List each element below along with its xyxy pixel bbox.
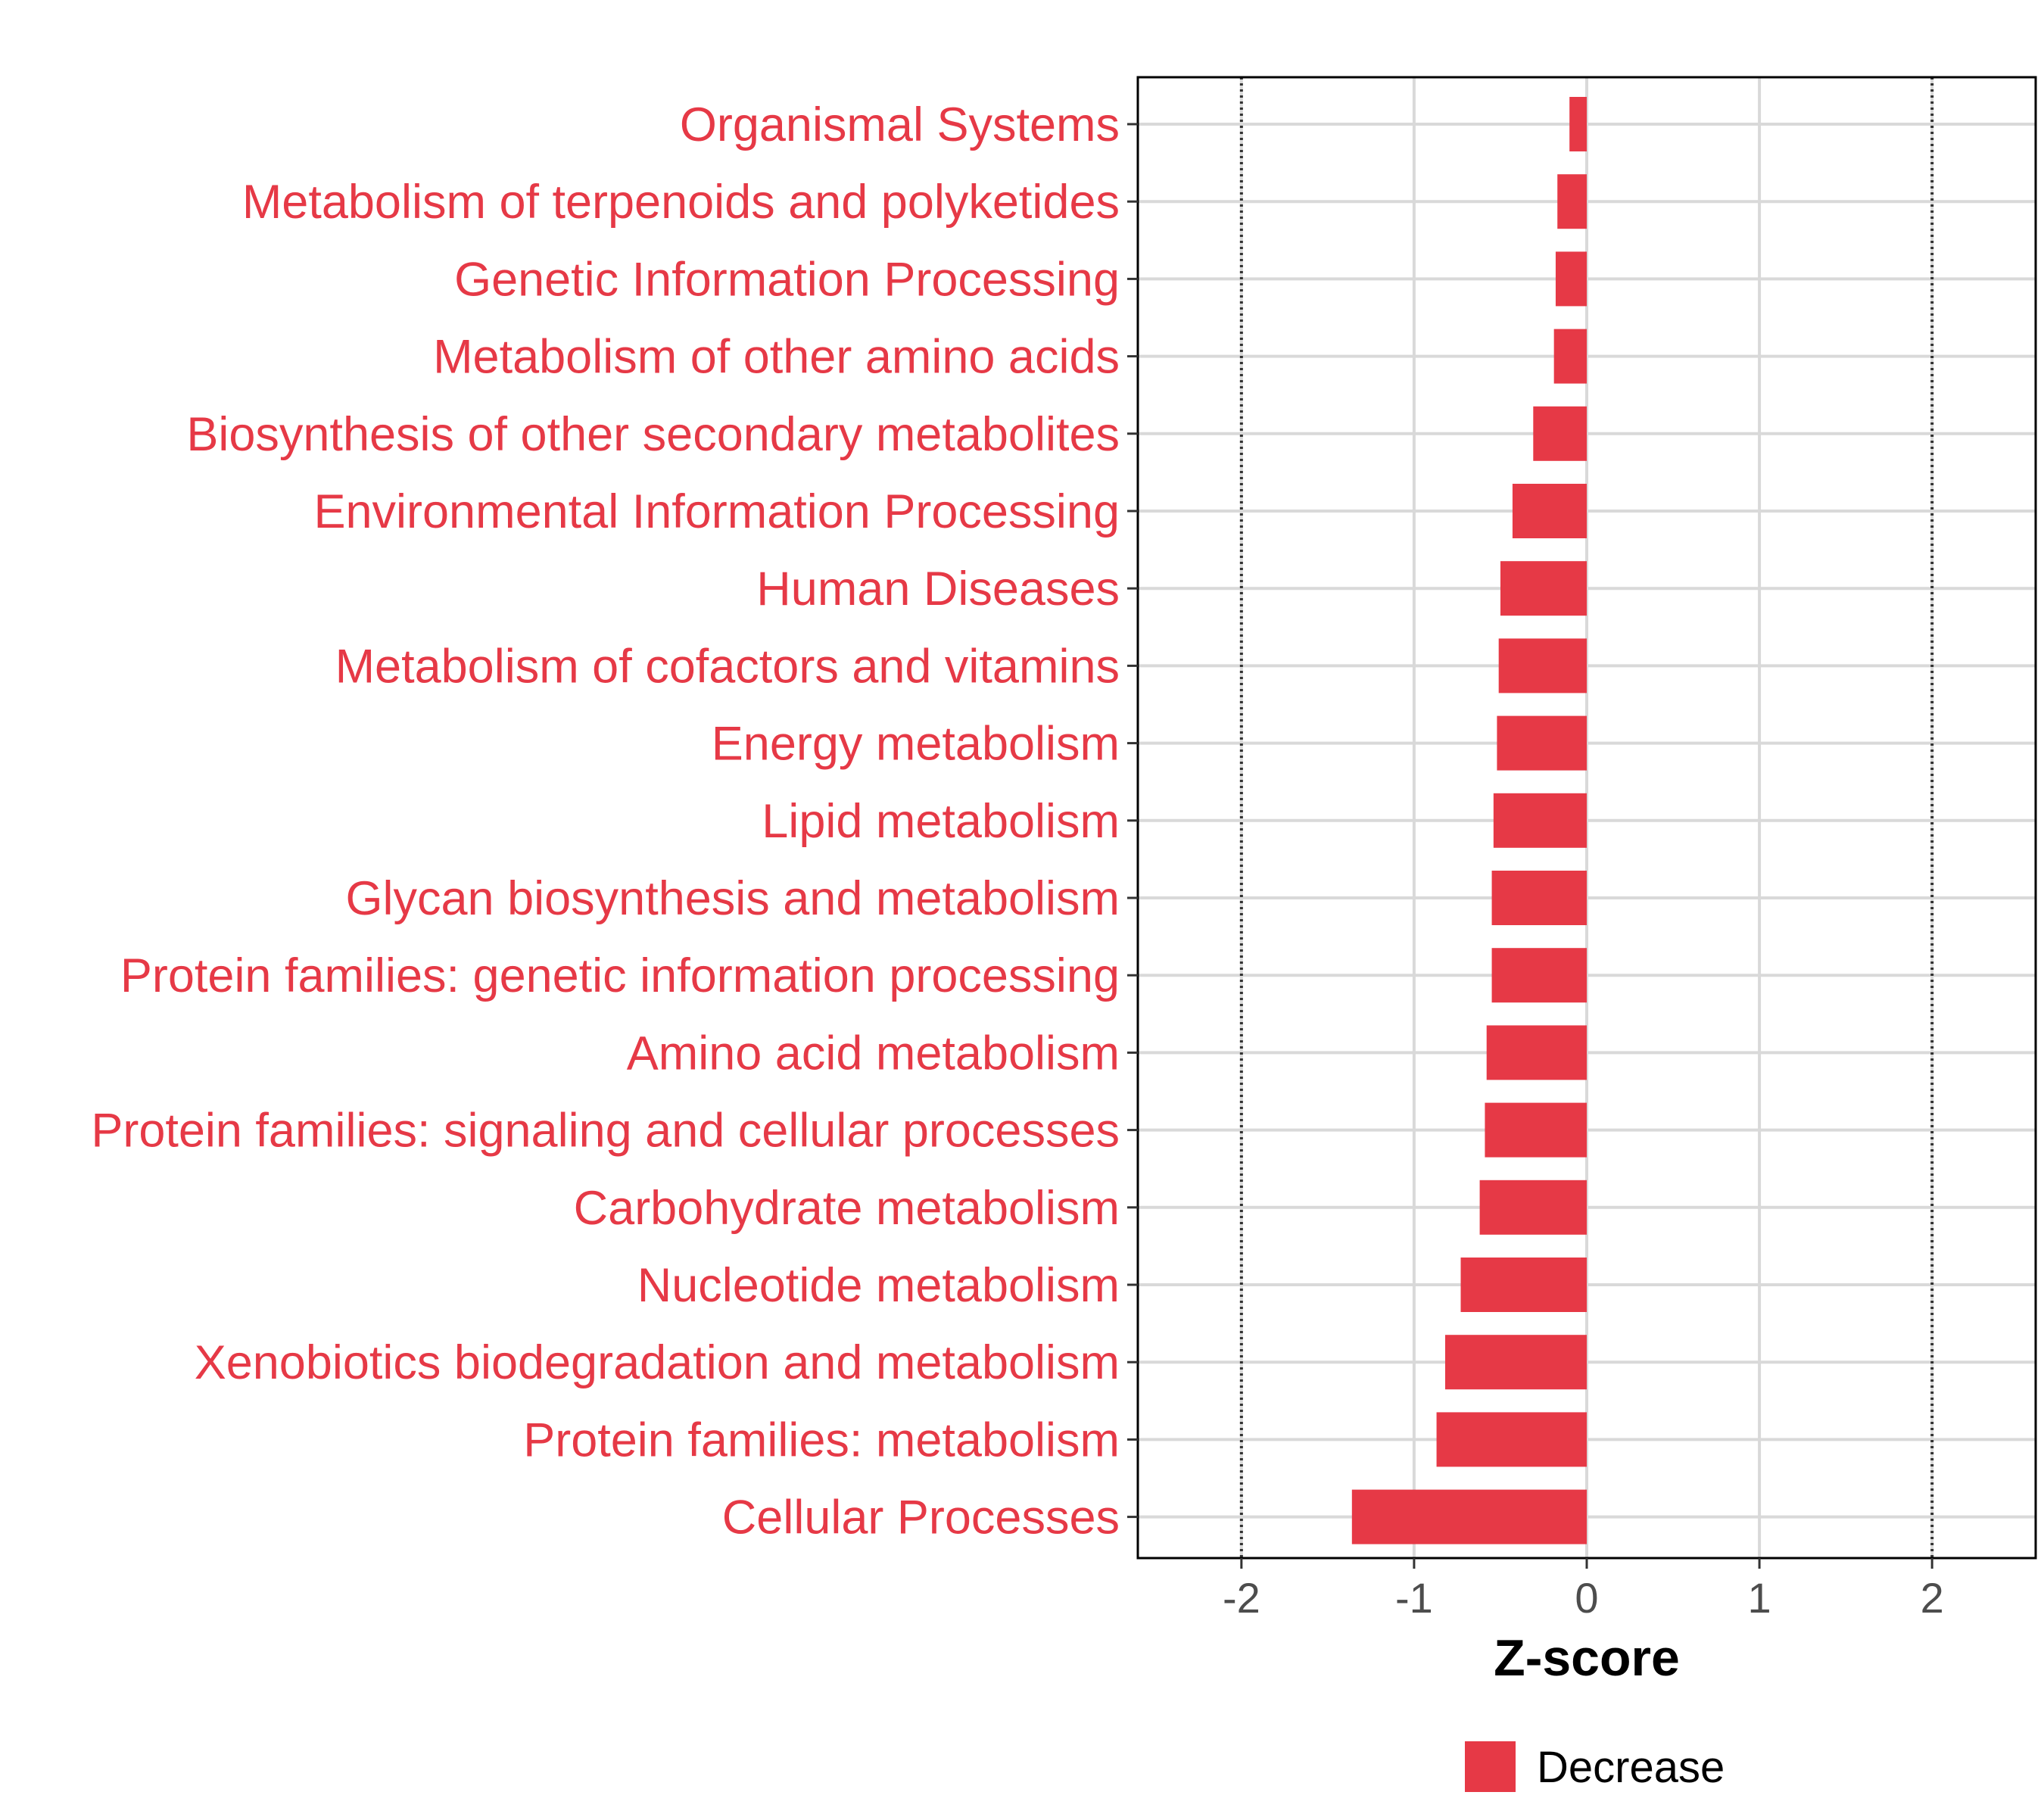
category-label-10: Glycan biosynthesis and metabolism — [346, 872, 1120, 925]
legend-label-decrease: Decrease — [1537, 1743, 1725, 1792]
x-tick-label-4: 2 — [1921, 1574, 1944, 1622]
category-label-7: Metabolism of cofactors and vitamins — [335, 640, 1120, 693]
category-label-3: Metabolism of other amino acids — [433, 331, 1120, 384]
bar-3 — [1553, 329, 1587, 384]
x-axis-ticks: -2 -1 0 1 2 — [1223, 1558, 1944, 1622]
x-axis-title: Z-score — [1494, 1629, 1680, 1687]
category-label-4: Biosynthesis of other secondary metaboli… — [186, 408, 1120, 461]
bar-13 — [1485, 1102, 1587, 1158]
category-label-9: Lipid metabolism — [762, 795, 1120, 848]
bar-8 — [1497, 715, 1587, 771]
bar-10 — [1491, 871, 1587, 925]
legend: Decrease — [1465, 1741, 1725, 1792]
bar-5 — [1512, 484, 1587, 538]
category-label-6: Human Diseases — [756, 563, 1120, 616]
category-label-0: Organismal Systems — [680, 98, 1120, 151]
category-label-5: Environmental Information Processing — [313, 485, 1120, 538]
bar-4 — [1533, 406, 1587, 461]
category-label-14: Carbohydrate metabolism — [574, 1182, 1120, 1235]
category-label-13: Protein families: signaling and cellular… — [91, 1105, 1120, 1158]
x-tick-label-2: 0 — [1575, 1574, 1598, 1622]
x-tick-label-3: 1 — [1747, 1574, 1771, 1622]
bar-0 — [1569, 97, 1587, 151]
y-axis-ticks — [1127, 123, 1138, 1519]
bars — [1351, 97, 1587, 1544]
bar-14 — [1479, 1180, 1587, 1235]
bar-12 — [1486, 1025, 1587, 1080]
category-label-15: Nucleotide metabolism — [637, 1259, 1120, 1312]
category-label-18: Cellular Processes — [722, 1491, 1120, 1544]
category-label-2: Genetic Information Processing — [454, 253, 1120, 306]
category-label-12: Amino acid metabolism — [627, 1027, 1120, 1080]
x-tick-label-0: -2 — [1223, 1574, 1260, 1622]
category-label-16: Xenobiotics biodegradation and metabolis… — [195, 1336, 1120, 1389]
bar-6 — [1500, 561, 1587, 616]
legend-swatch-decrease — [1465, 1741, 1516, 1792]
bar-15 — [1460, 1258, 1587, 1312]
bar-1 — [1557, 174, 1587, 229]
reference-lines — [1239, 77, 1934, 1558]
x-tick-label-1: -1 — [1395, 1574, 1433, 1622]
bar-2 — [1555, 251, 1587, 307]
bar-17 — [1436, 1412, 1587, 1467]
category-label-1: Metabolism of terpenoids and polyketides — [242, 176, 1120, 229]
bar-9 — [1493, 793, 1587, 848]
category-label-17: Protein families: metabolism — [523, 1413, 1120, 1466]
bar-11 — [1491, 948, 1587, 1003]
category-label-8: Energy metabolism — [712, 718, 1120, 771]
bar-7 — [1498, 638, 1587, 693]
bar-18 — [1351, 1489, 1587, 1544]
y-axis-category-labels: Organismal Systems Metabolism of terpenoi… — [91, 98, 1120, 1544]
category-label-11: Protein families: genetic information pr… — [120, 949, 1120, 1002]
bar-16 — [1444, 1335, 1587, 1390]
